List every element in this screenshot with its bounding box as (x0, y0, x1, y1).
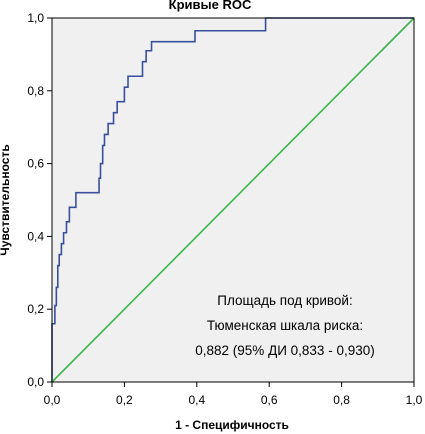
x-tick-label: 0,4 (188, 393, 205, 407)
y-tick-label: 0,0 (27, 375, 44, 389)
x-tick-label: 0,2 (116, 393, 133, 407)
plot-frame (51, 17, 415, 383)
y-tick-label: 0,2 (27, 302, 44, 316)
x-tick-label: 0,0 (44, 393, 61, 407)
y-tick-label: 0,4 (27, 229, 44, 243)
annotation-line-3: 0,882 (95% ДИ 0,833 - 0,930) (195, 343, 374, 358)
x-tick-label: 0,6 (261, 393, 278, 407)
y-tick-label: 0,8 (27, 84, 44, 98)
x-tick-label: 1,0 (406, 393, 423, 407)
auc-annotation: Площадь под кривой: Тюменская шкала риск… (195, 293, 374, 358)
y-tick-label: 0,6 (27, 157, 44, 171)
y-axis-label: Чувствительность (0, 144, 12, 255)
annotation-line-2: Тюменская шкала риска: (207, 318, 363, 333)
series-layer (51, 17, 415, 383)
chart-title: Кривые ROC (169, 0, 252, 12)
y-tick-label: 1,0 (27, 11, 44, 25)
reference-diagonal-line (51, 17, 415, 383)
x-axis-ticks: 0,0 0,2 0,4 0,6 0,8 1,0 (44, 382, 423, 407)
y-axis-ticks: 0,0 0,2 0,4 0,6 0,8 1,0 (27, 11, 52, 389)
annotation-line-1: Площадь под кривой: (217, 293, 352, 308)
x-tick-label: 0,8 (333, 393, 350, 407)
x-axis-label: 1 - Специфичность (175, 418, 289, 432)
roc-curve-line (51, 17, 414, 382)
